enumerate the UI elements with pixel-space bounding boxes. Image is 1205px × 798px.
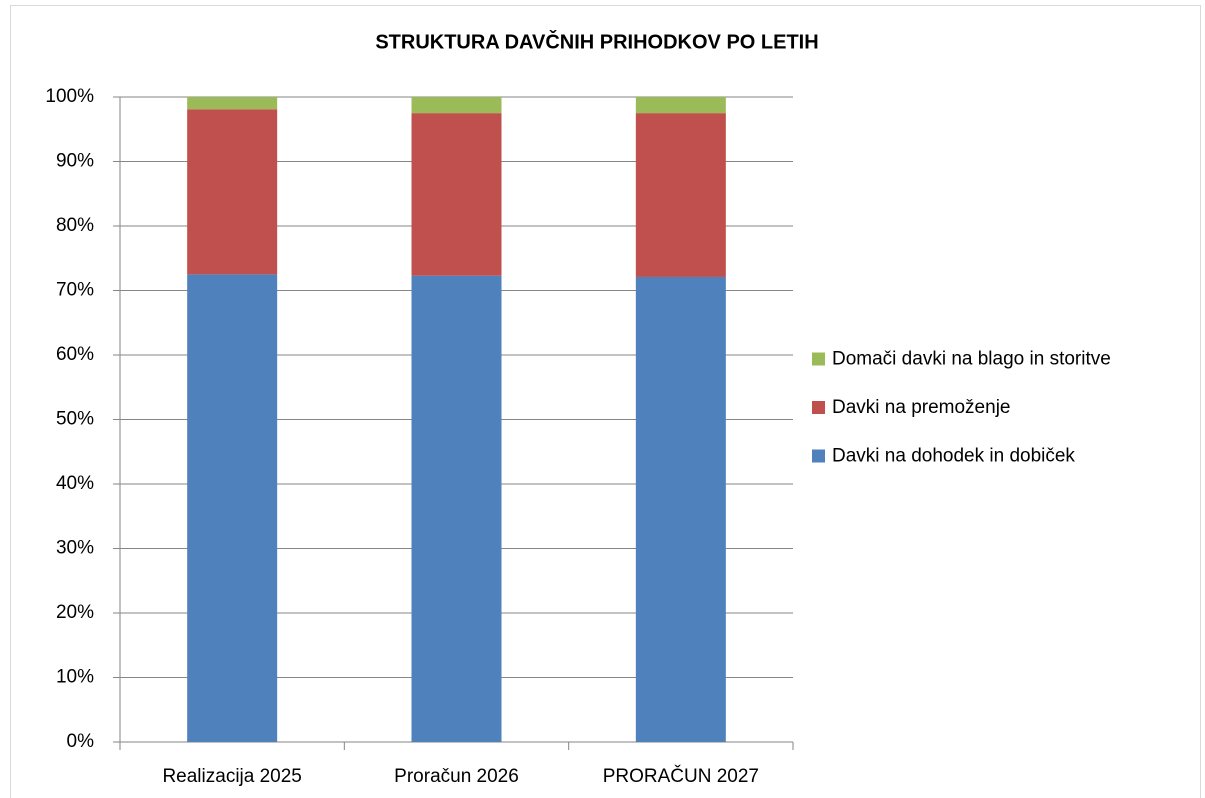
y-tick-label: 0%: [67, 731, 95, 752]
bar-segment: [411, 113, 502, 276]
y-tick-label: 80%: [56, 215, 94, 236]
y-tick-label: 100%: [45, 86, 94, 107]
bar-segment: [187, 97, 278, 110]
chart-frame: [10, 5, 1201, 798]
legend-label: Davki na dohodek in dobiček: [832, 446, 1075, 467]
y-tick-label: 70%: [56, 280, 94, 301]
y-tick-label: 50%: [56, 409, 94, 430]
y-tick-label: 30%: [56, 538, 94, 559]
bar-segment: [411, 275, 502, 742]
bar-segment: [635, 276, 726, 742]
y-tick-label: 40%: [56, 473, 94, 494]
bar-segment: [187, 274, 278, 742]
bar-segment: [635, 113, 726, 277]
bar-segment: [187, 109, 278, 275]
legend-swatch: [812, 352, 825, 366]
bar-segment: [635, 97, 726, 114]
y-tick-label: 20%: [56, 602, 94, 623]
chart-title: STRUKTURA DAVČNIH PRIHODKOV PO LETIH: [375, 29, 818, 53]
y-tick-label: 60%: [56, 344, 94, 365]
x-tick-label: Proračun 2026: [394, 766, 519, 787]
legend-swatch: [812, 401, 825, 414]
legend-label: Davki na premoženje: [832, 397, 1010, 418]
bar-segment: [411, 97, 502, 114]
legend-label: Domači davki na blago in storitve: [832, 349, 1111, 370]
x-tick-label: Realizacija 2025: [162, 766, 301, 787]
x-tick-label: PRORAČUN 2027: [603, 765, 759, 787]
legend-swatch: [812, 449, 825, 463]
y-tick-label: 90%: [56, 151, 94, 172]
y-tick-label: 10%: [56, 667, 94, 688]
